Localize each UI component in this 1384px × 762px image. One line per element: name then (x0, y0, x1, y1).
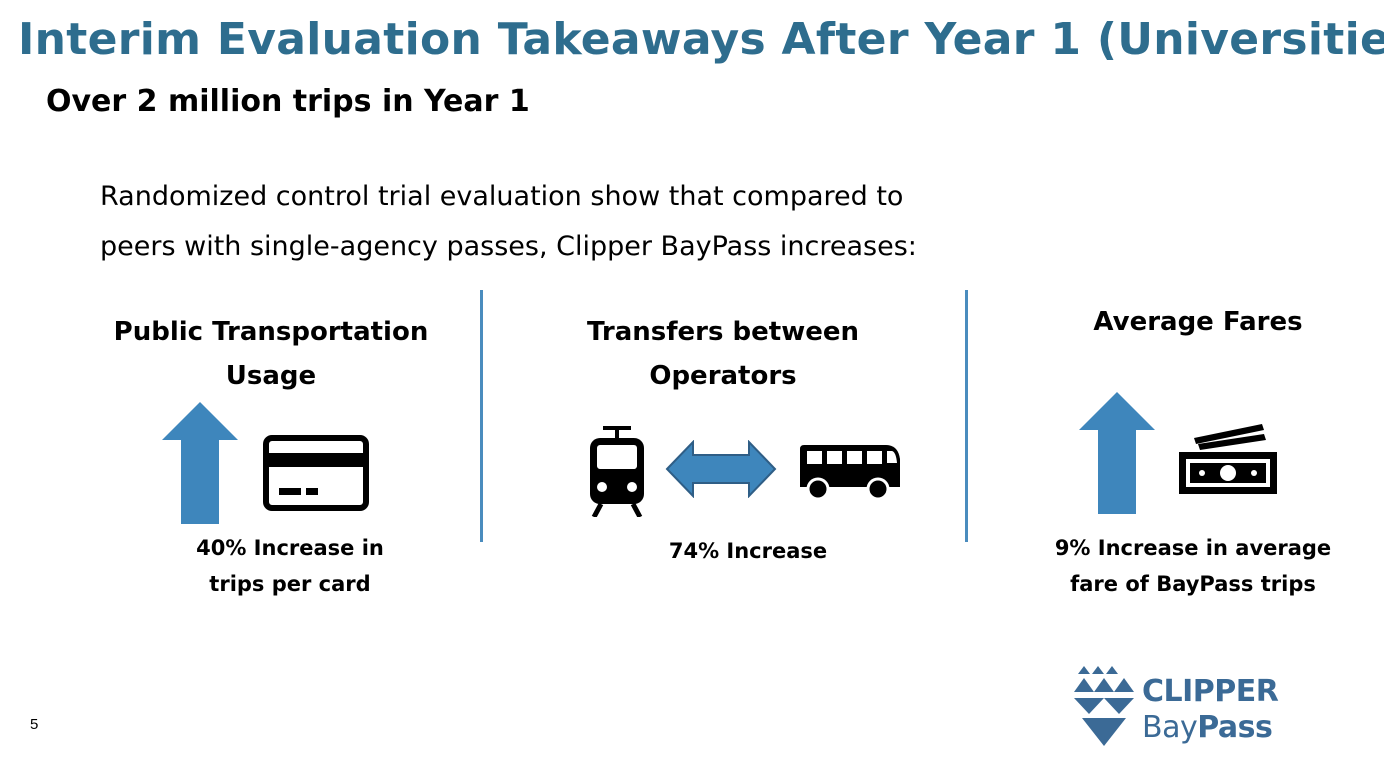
logo-clipper-text: CLIPPER (1142, 674, 1279, 709)
credit-card-icon (263, 435, 369, 511)
cash-icon (1179, 424, 1277, 494)
divider-right (965, 290, 968, 542)
slide-subtitle: Over 2 million trips in Year 1 (46, 84, 530, 119)
divider-left (480, 290, 483, 542)
slide-title: Interim Evaluation Takeaways After Year … (18, 14, 1384, 65)
bus-icon (800, 445, 900, 501)
clipper-baypass-logo: CLIPPER BayPass (1074, 664, 1284, 750)
panel-usage-heading: Public Transportation Usage (113, 317, 429, 391)
logo-baypass-text: BayPass (1142, 710, 1273, 745)
slide-number: 5 (30, 716, 39, 733)
panel-usage-caption: 40% Increase in trips per card (196, 536, 384, 596)
intro-line-2: peers with single-agency passes, Clipper… (100, 231, 917, 262)
panel-fares-caption: 9% Increase in average fare of BayPass t… (1054, 536, 1332, 596)
panel-transfers-caption: 74% Increase (668, 539, 828, 563)
up-arrow-icon (162, 402, 238, 524)
panel-fares-heading: Average Fares (1093, 307, 1303, 337)
panel-transfers-heading: Transfers between Operators (587, 317, 859, 391)
double-arrow-icon (665, 440, 777, 498)
up-arrow-icon (1079, 392, 1155, 514)
intro-paragraph: Randomized control trial evaluation show… (100, 172, 1000, 272)
intro-line-1: Randomized control trial evaluation show… (100, 181, 904, 212)
clipper-logo-mark-icon (1074, 666, 1134, 746)
train-icon (590, 426, 644, 517)
